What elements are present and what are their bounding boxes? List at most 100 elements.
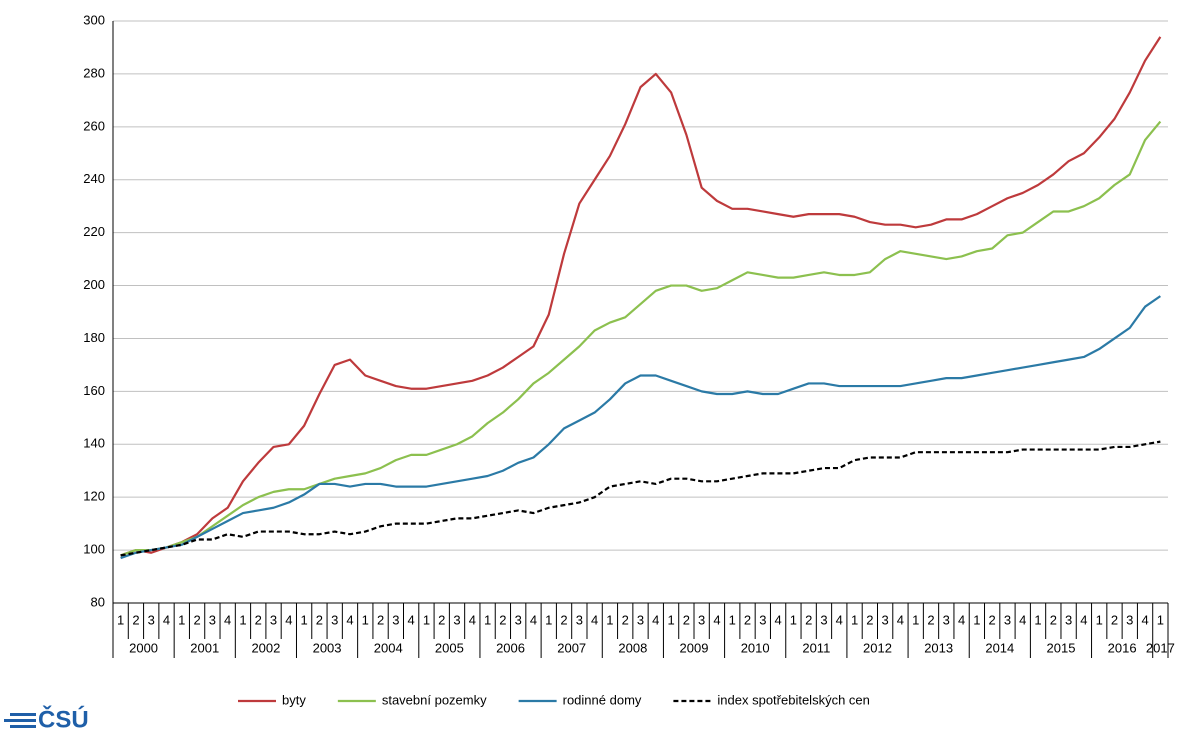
x-tick-label: 4: [1019, 612, 1026, 627]
year-label: 2004: [374, 640, 403, 655]
legend-label: byty: [282, 692, 306, 707]
x-tick-label: 1: [362, 612, 369, 627]
x-tick-label: 2: [683, 612, 690, 627]
x-tick-label: 1: [790, 612, 797, 627]
x-tick-label: 3: [1126, 612, 1133, 627]
year-label: 2007: [557, 640, 586, 655]
x-tick-label: 1: [1157, 612, 1164, 627]
year-label: 2015: [1047, 640, 1076, 655]
year-label: 2011: [802, 640, 830, 655]
x-tick-label: 2: [438, 612, 445, 627]
y-tick-label: 160: [83, 383, 105, 398]
x-tick-label: 3: [453, 612, 460, 627]
x-tick-label: 3: [209, 612, 216, 627]
x-tick-label: 4: [591, 612, 598, 627]
x-tick-label: 3: [1065, 612, 1072, 627]
y-tick-label: 100: [83, 542, 105, 557]
x-tick-label: 1: [117, 612, 124, 627]
year-label: 2008: [618, 640, 647, 655]
x-tick-label: 1: [667, 612, 674, 627]
y-tick-label: 240: [83, 171, 105, 186]
x-tick-label: 2: [622, 612, 629, 627]
x-tick-label: 3: [1004, 612, 1011, 627]
x-tick-label: 1: [912, 612, 919, 627]
x-tick-label: 4: [408, 612, 415, 627]
y-tick-label: 120: [83, 489, 105, 504]
series-line: [120, 295, 1161, 560]
x-tick-label: 2: [989, 612, 996, 627]
year-label: 2005: [435, 640, 464, 655]
logo-text: ČSÚ: [38, 705, 89, 733]
x-tick-label: 3: [820, 612, 827, 627]
year-label: 2016: [1108, 640, 1137, 655]
y-tick-label: 280: [83, 65, 105, 80]
legend-label: stavební pozemky: [382, 692, 487, 707]
x-tick-label: 2: [1050, 612, 1057, 627]
logo-stripe: [4, 719, 36, 722]
x-tick-label: 2: [377, 612, 384, 627]
year-label: 2003: [313, 640, 342, 655]
series-line: [120, 440, 1161, 557]
year-label: 2002: [251, 640, 280, 655]
series-line: [120, 36, 1162, 557]
x-tick-label: 4: [224, 612, 231, 627]
x-tick-label: 3: [637, 612, 644, 627]
x-tick-label: 3: [759, 612, 766, 627]
x-tick-label: 2: [805, 612, 812, 627]
y-tick-label: 260: [83, 118, 105, 133]
x-tick-label: 2: [255, 612, 262, 627]
x-tick-label: 2: [132, 612, 139, 627]
x-tick-label: 4: [285, 612, 292, 627]
year-label: 2006: [496, 640, 525, 655]
y-tick-label: 180: [83, 330, 105, 345]
x-tick-label: 4: [469, 612, 476, 627]
x-tick-label: 4: [163, 612, 170, 627]
x-tick-label: 1: [178, 612, 185, 627]
x-tick-label: 3: [148, 612, 155, 627]
x-tick-label: 2: [193, 612, 200, 627]
x-tick-label: 3: [392, 612, 399, 627]
x-tick-label: 4: [897, 612, 904, 627]
y-tick-label: 220: [83, 224, 105, 239]
x-tick-label: 1: [973, 612, 980, 627]
x-tick-label: 4: [713, 612, 720, 627]
x-tick-label: 1: [1096, 612, 1103, 627]
year-label: 2017: [1146, 640, 1175, 655]
x-tick-label: 2: [560, 612, 567, 627]
x-tick-label: 4: [346, 612, 353, 627]
year-label: 2010: [741, 640, 770, 655]
x-tick-label: 4: [836, 612, 843, 627]
x-tick-label: 3: [698, 612, 705, 627]
x-tick-label: 2: [1111, 612, 1118, 627]
x-tick-label: 4: [774, 612, 781, 627]
x-tick-label: 4: [1141, 612, 1148, 627]
logo: ČSÚ: [4, 705, 89, 733]
y-tick-label: 80: [91, 594, 105, 609]
x-tick-label: 2: [499, 612, 506, 627]
logo-stripe: [10, 713, 36, 716]
y-tick-label: 300: [83, 12, 105, 27]
y-tick-label: 200: [83, 277, 105, 292]
x-tick-label: 4: [1080, 612, 1087, 627]
x-tick-label: 3: [576, 612, 583, 627]
series-line: [120, 120, 1162, 557]
x-tick-label: 1: [301, 612, 308, 627]
x-tick-label: 3: [270, 612, 277, 627]
year-label: 2001: [190, 640, 219, 655]
x-tick-label: 3: [515, 612, 522, 627]
x-tick-label: 1: [545, 612, 552, 627]
x-tick-label: 4: [958, 612, 965, 627]
legend-label: rodinné domy: [563, 692, 642, 707]
year-label: 2014: [985, 640, 1014, 655]
legend-label: index spotřebitelských cen: [717, 692, 869, 707]
x-tick-label: 3: [882, 612, 889, 627]
x-tick-label: 3: [331, 612, 338, 627]
x-tick-label: 1: [851, 612, 858, 627]
logo-stripe: [10, 725, 36, 728]
x-tick-label: 1: [423, 612, 430, 627]
x-tick-label: 2: [927, 612, 934, 627]
x-tick-label: 2: [744, 612, 751, 627]
x-tick-label: 1: [1034, 612, 1041, 627]
year-label: 2012: [863, 640, 892, 655]
